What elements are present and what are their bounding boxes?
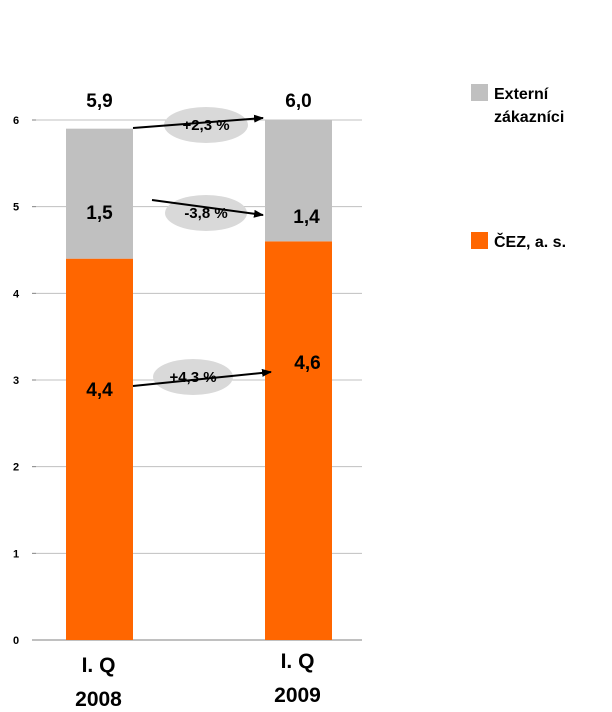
- legend-label: zákazníci: [494, 109, 564, 126]
- bar-value-label: 1,5: [86, 203, 113, 224]
- change-bubble: [164, 107, 248, 143]
- change-arrow: [151, 199, 264, 218]
- change-bubble: [153, 359, 233, 395]
- y-tick-label: 0: [13, 635, 19, 647]
- y-tick-label: 3: [13, 375, 19, 387]
- bar-segment: [66, 128, 133, 259]
- category-label: 2008: [75, 688, 122, 711]
- change-label: +4,3 %: [169, 369, 216, 386]
- y-tick-label: 5: [13, 202, 19, 214]
- change-arrow: [132, 114, 264, 129]
- total-label: 6,0: [285, 91, 311, 112]
- bar-value-label: 4,4: [86, 380, 113, 401]
- legend-label: Externí: [494, 86, 549, 103]
- change-label: +2,3 %: [182, 117, 229, 134]
- category-label: I. Q: [82, 654, 116, 677]
- bar-segment: [265, 241, 332, 641]
- change-label: -3,8 %: [184, 205, 227, 222]
- legend-label: ČEZ, a. s.: [494, 232, 566, 251]
- bar-value-label: 4,6: [294, 353, 320, 374]
- y-tick-label: 4: [13, 288, 20, 300]
- total-label: 5,9: [86, 91, 112, 112]
- bar-segment: [265, 120, 332, 242]
- change-arrow: [132, 368, 272, 387]
- y-tick-label: 1: [13, 548, 19, 560]
- category-label: I. Q: [281, 650, 315, 673]
- legend-swatch: [471, 84, 488, 101]
- y-tick-label: 6: [13, 115, 19, 127]
- legend-swatch: [471, 232, 488, 249]
- y-tick-label: 2: [13, 462, 19, 474]
- category-label: 2009: [274, 684, 321, 707]
- bar-value-label: 1,4: [293, 207, 320, 228]
- bar-segment: [66, 258, 133, 640]
